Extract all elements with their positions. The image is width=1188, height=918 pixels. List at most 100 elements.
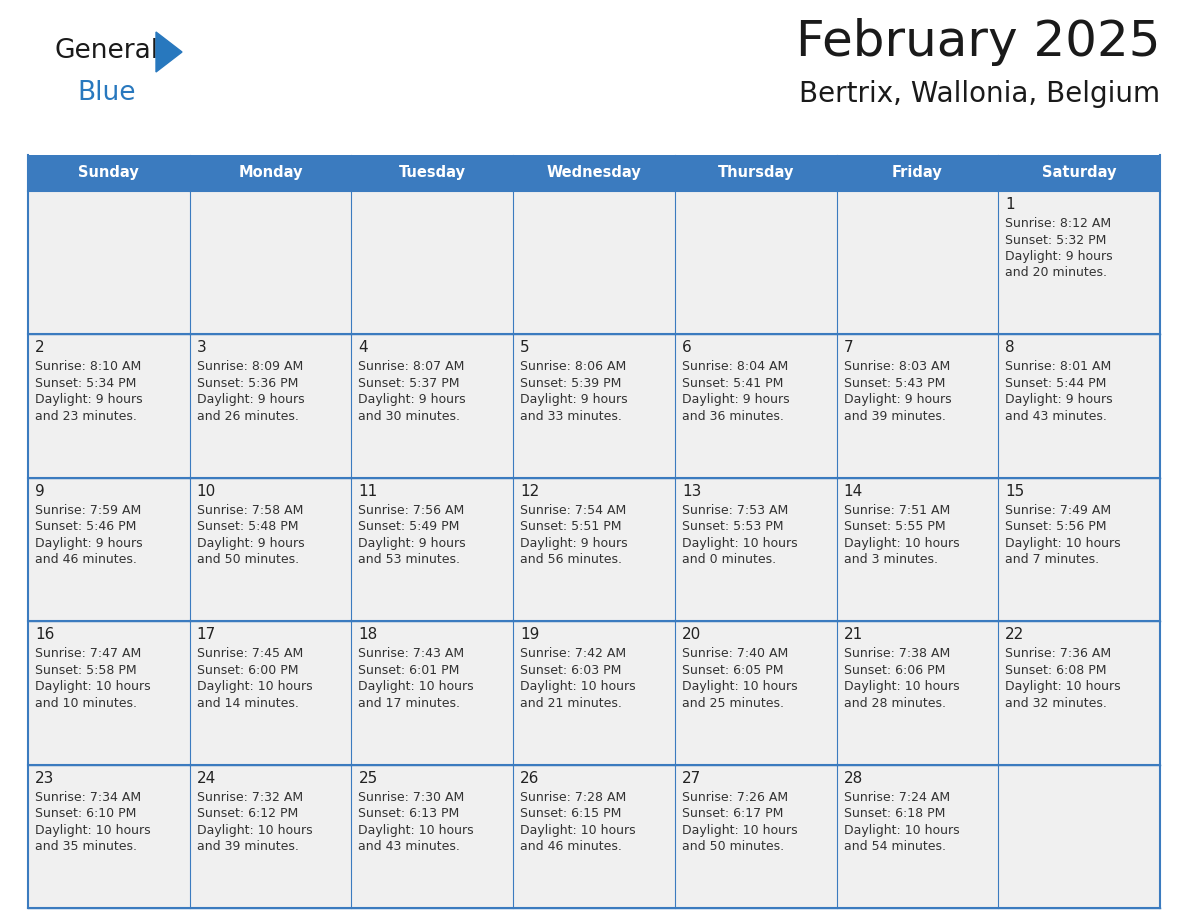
Text: 18: 18 [359, 627, 378, 643]
Bar [675, 621, 836, 765]
Text: Sunrise: 7:49 AM: Sunrise: 7:49 AM [1005, 504, 1112, 517]
Text: Sunrise: 7:45 AM: Sunrise: 7:45 AM [197, 647, 303, 660]
Text: Blue: Blue [77, 80, 135, 106]
Text: Sunrise: 7:42 AM: Sunrise: 7:42 AM [520, 647, 626, 660]
Text: 20: 20 [682, 627, 701, 643]
Text: Sunset: 5:49 PM: Sunset: 5:49 PM [359, 521, 460, 533]
Text: and 26 minutes.: and 26 minutes. [197, 410, 298, 423]
Text: Sunrise: 7:38 AM: Sunrise: 7:38 AM [843, 647, 950, 660]
Text: and 0 minutes.: and 0 minutes. [682, 554, 776, 566]
Text: Daylight: 10 hours: Daylight: 10 hours [843, 823, 959, 836]
Text: Sunset: 5:32 PM: Sunset: 5:32 PM [1005, 233, 1107, 247]
Text: Bertrix, Wallonia, Belgium: Bertrix, Wallonia, Belgium [798, 80, 1159, 108]
Text: Daylight: 9 hours: Daylight: 9 hours [359, 537, 466, 550]
Text: and 43 minutes.: and 43 minutes. [1005, 410, 1107, 423]
Text: Sunrise: 7:32 AM: Sunrise: 7:32 AM [197, 790, 303, 803]
Text: Sunrise: 7:34 AM: Sunrise: 7:34 AM [34, 790, 141, 803]
Text: Sunset: 5:51 PM: Sunset: 5:51 PM [520, 521, 621, 533]
Bar [190, 765, 352, 908]
Text: Monday: Monday [239, 165, 303, 181]
Text: 22: 22 [1005, 627, 1024, 643]
Text: Daylight: 10 hours: Daylight: 10 hours [682, 537, 797, 550]
Text: Daylight: 9 hours: Daylight: 9 hours [34, 394, 143, 407]
Text: and 14 minutes.: and 14 minutes. [197, 697, 298, 710]
Bar [513, 334, 675, 477]
Bar [836, 191, 998, 334]
Bar [998, 155, 1159, 191]
Text: 5: 5 [520, 341, 530, 355]
Bar [513, 765, 675, 908]
Bar [675, 191, 836, 334]
Text: Sunset: 6:03 PM: Sunset: 6:03 PM [520, 664, 621, 677]
Text: Sunrise: 7:53 AM: Sunrise: 7:53 AM [682, 504, 788, 517]
Bar [513, 191, 675, 334]
Text: Thursday: Thursday [718, 165, 794, 181]
Bar [352, 334, 513, 477]
Text: 28: 28 [843, 770, 862, 786]
Text: Sunset: 6:15 PM: Sunset: 6:15 PM [520, 807, 621, 820]
Text: and 50 minutes.: and 50 minutes. [682, 840, 784, 853]
Bar [29, 191, 190, 334]
Text: Sunrise: 8:10 AM: Sunrise: 8:10 AM [34, 361, 141, 374]
Text: Daylight: 10 hours: Daylight: 10 hours [843, 680, 959, 693]
Text: and 54 minutes.: and 54 minutes. [843, 840, 946, 853]
Text: Sunrise: 8:04 AM: Sunrise: 8:04 AM [682, 361, 788, 374]
Text: 21: 21 [843, 627, 862, 643]
Bar [29, 621, 190, 765]
Text: and 30 minutes.: and 30 minutes. [359, 410, 461, 423]
Text: Sunset: 5:36 PM: Sunset: 5:36 PM [197, 377, 298, 390]
Bar [998, 334, 1159, 477]
Bar [352, 477, 513, 621]
Bar [998, 765, 1159, 908]
Text: 1: 1 [1005, 197, 1015, 212]
Text: Daylight: 10 hours: Daylight: 10 hours [682, 823, 797, 836]
Text: and 53 minutes.: and 53 minutes. [359, 554, 461, 566]
Text: and 32 minutes.: and 32 minutes. [1005, 697, 1107, 710]
Bar [675, 765, 836, 908]
Text: Sunday: Sunday [78, 165, 139, 181]
Bar [675, 155, 836, 191]
Text: and 3 minutes.: and 3 minutes. [843, 554, 937, 566]
Bar [29, 477, 190, 621]
Text: Sunset: 5:53 PM: Sunset: 5:53 PM [682, 521, 783, 533]
Text: Sunset: 6:05 PM: Sunset: 6:05 PM [682, 664, 783, 677]
Text: Daylight: 10 hours: Daylight: 10 hours [359, 680, 474, 693]
Text: Daylight: 10 hours: Daylight: 10 hours [34, 680, 151, 693]
Bar [836, 334, 998, 477]
Text: Friday: Friday [892, 165, 943, 181]
Bar [513, 621, 675, 765]
Bar [29, 334, 190, 477]
Text: General: General [55, 38, 159, 64]
Text: Sunrise: 7:51 AM: Sunrise: 7:51 AM [843, 504, 950, 517]
Text: Daylight: 9 hours: Daylight: 9 hours [1005, 250, 1113, 263]
Text: and 28 minutes.: and 28 minutes. [843, 697, 946, 710]
Text: 12: 12 [520, 484, 539, 498]
Text: Daylight: 9 hours: Daylight: 9 hours [843, 394, 952, 407]
Text: and 20 minutes.: and 20 minutes. [1005, 266, 1107, 279]
Text: Daylight: 9 hours: Daylight: 9 hours [359, 394, 466, 407]
Text: Sunset: 6:08 PM: Sunset: 6:08 PM [1005, 664, 1107, 677]
Text: 19: 19 [520, 627, 539, 643]
Bar [836, 155, 998, 191]
Text: and 36 minutes.: and 36 minutes. [682, 410, 784, 423]
Text: Sunrise: 7:30 AM: Sunrise: 7:30 AM [359, 790, 465, 803]
Bar [836, 477, 998, 621]
Text: and 56 minutes.: and 56 minutes. [520, 554, 623, 566]
Bar [29, 765, 190, 908]
Bar [513, 155, 675, 191]
Text: Tuesday: Tuesday [399, 165, 466, 181]
Text: Sunset: 6:00 PM: Sunset: 6:00 PM [197, 664, 298, 677]
Bar [675, 334, 836, 477]
Text: Sunrise: 8:01 AM: Sunrise: 8:01 AM [1005, 361, 1112, 374]
Text: February 2025: February 2025 [796, 18, 1159, 66]
Text: 14: 14 [843, 484, 862, 498]
Bar [352, 621, 513, 765]
Bar [675, 477, 836, 621]
Text: Daylight: 10 hours: Daylight: 10 hours [1005, 680, 1121, 693]
Text: Sunrise: 8:06 AM: Sunrise: 8:06 AM [520, 361, 626, 374]
Text: and 23 minutes.: and 23 minutes. [34, 410, 137, 423]
Text: 2: 2 [34, 341, 45, 355]
Text: 17: 17 [197, 627, 216, 643]
Bar [513, 477, 675, 621]
Text: Sunrise: 7:40 AM: Sunrise: 7:40 AM [682, 647, 788, 660]
